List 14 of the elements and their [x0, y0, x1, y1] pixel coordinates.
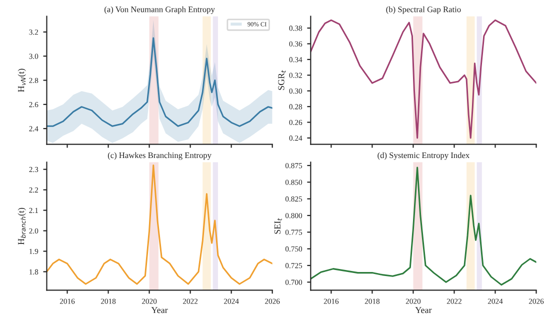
y-axis-title: H$_{vN}$(t)	[18, 68, 26, 92]
y-axis-title: SEI$_{t}$	[274, 218, 282, 234]
chart-title: (b) Spectral Gap Ratio	[386, 6, 461, 14]
chart-title: (c) Hawkes Branching Entropy	[108, 152, 212, 160]
chart-title: (d) Systemic Entropy Index	[378, 152, 470, 160]
chart-title: (a) Von Neumann Graph Entropy	[104, 6, 215, 14]
y-axis-title: H$_{branch}$(t)	[18, 208, 26, 245]
x-axis-title: Year	[415, 307, 432, 314]
line-series	[310, 166, 536, 286]
line-series	[46, 37, 272, 127]
y-axis-title: SGR$_{t}$	[278, 70, 286, 90]
line-series	[310, 19, 536, 139]
line-series	[46, 164, 272, 285]
x-axis-title: Year	[151, 307, 168, 314]
